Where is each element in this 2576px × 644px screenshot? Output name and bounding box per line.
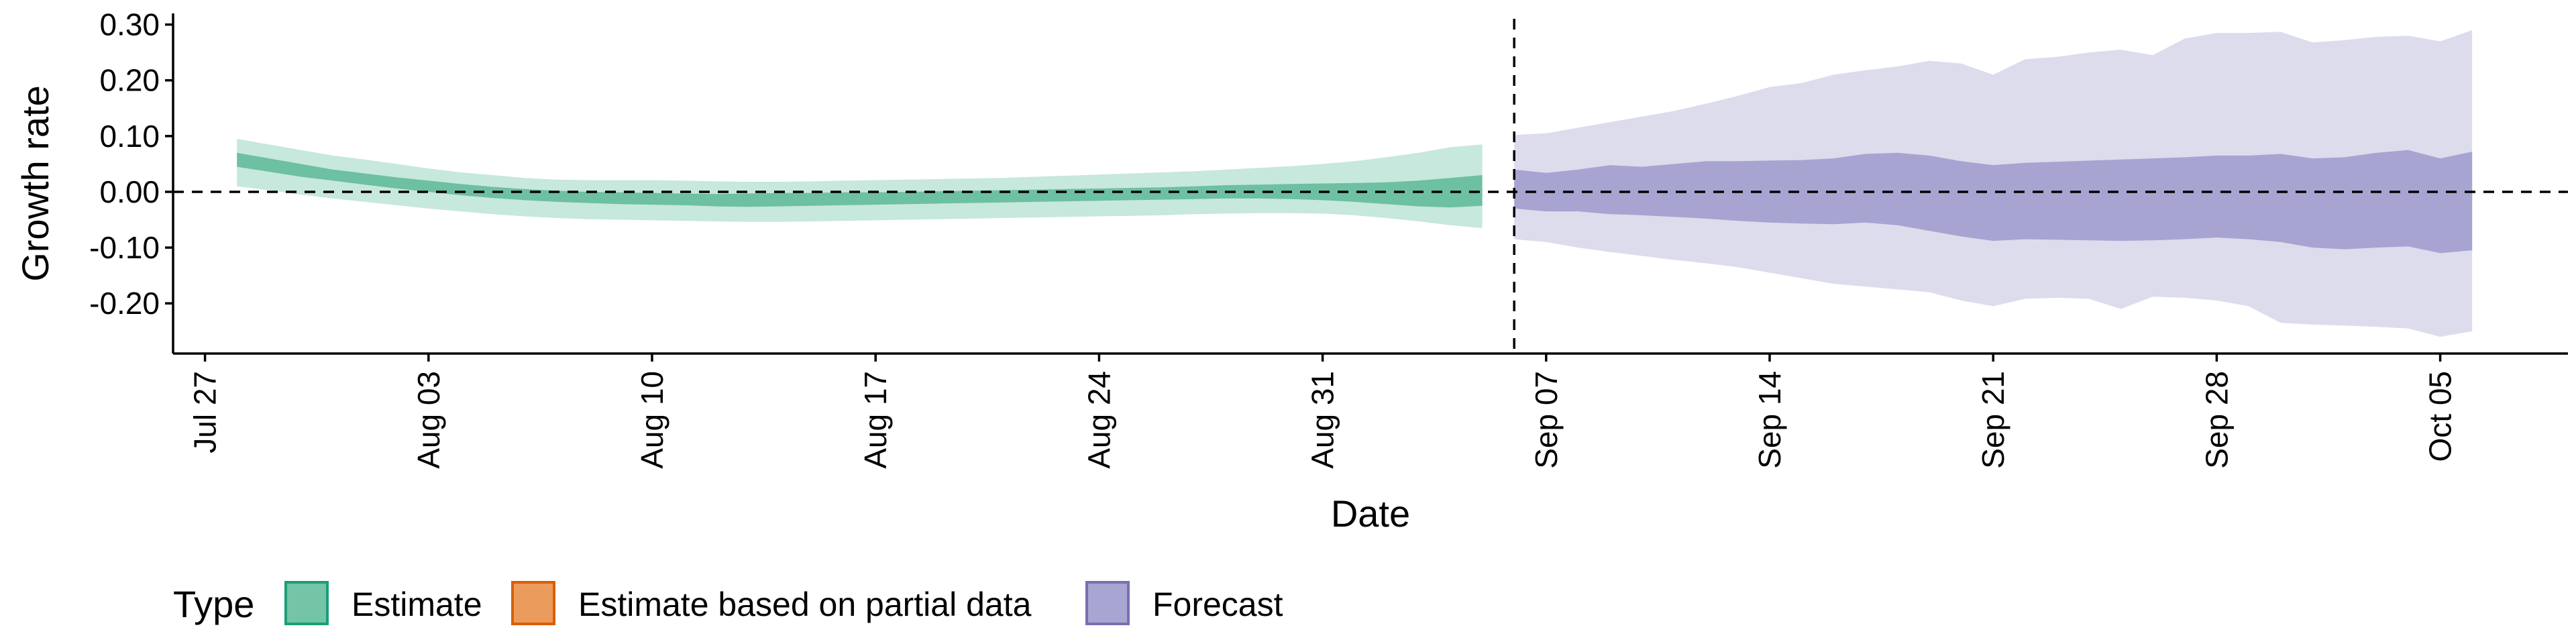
x-tick-label: Aug 10 bbox=[635, 371, 669, 469]
x-tick-label: Aug 31 bbox=[1305, 371, 1340, 469]
x-tick-label: Oct 05 bbox=[2423, 371, 2458, 462]
legend-label-estimate: Estimate bbox=[352, 586, 482, 623]
x-tick-label: Sep 28 bbox=[2199, 371, 2234, 469]
y-tick-label: 0.20 bbox=[99, 63, 160, 98]
x-tick-label: Jul 27 bbox=[188, 371, 223, 453]
axes: 0.30 0.20 0.10 0.00 -0.10 -0.20 Jul 27 Aug 03 Au… bbox=[14, 7, 2568, 535]
legend-key-estimate-based-on-partial-data bbox=[511, 581, 555, 625]
legend: Type Estimate Estimate based on partial da… bbox=[173, 581, 1283, 625]
estimate-outer-band bbox=[237, 139, 1483, 228]
legend-key-estimate bbox=[284, 581, 329, 625]
x-tick-label: Aug 17 bbox=[858, 371, 893, 469]
y-axis-title: Growth rate bbox=[14, 85, 56, 282]
forecast-inner-band bbox=[1514, 150, 2473, 254]
x-tick-label: Sep 14 bbox=[1752, 371, 1787, 469]
y-tick-label: 0.00 bbox=[99, 174, 160, 209]
y-tick-label: 0.10 bbox=[99, 119, 160, 154]
legend-label-forecast: Forecast bbox=[1152, 586, 1283, 623]
x-tick-label: Sep 07 bbox=[1529, 371, 1564, 469]
x-tick-label: Aug 03 bbox=[411, 371, 446, 469]
y-tick-label: -0.10 bbox=[89, 230, 160, 265]
legend-key-forecast bbox=[1085, 581, 1130, 625]
reference-lines bbox=[173, 19, 2568, 354]
legend-title: Type bbox=[173, 583, 254, 625]
x-tick-label: Sep 21 bbox=[1976, 371, 2010, 469]
y-tick-label: 0.30 bbox=[99, 7, 160, 42]
legend-label-estimate-based-on-partial-data: Estimate based on partial data bbox=[578, 586, 1032, 623]
x-axis-title: Date bbox=[1331, 492, 1410, 535]
estimate-inner-band bbox=[237, 152, 1483, 208]
y-tick-label: -0.20 bbox=[89, 286, 160, 321]
bands-layer bbox=[237, 30, 2473, 337]
x-tick-label: Aug 24 bbox=[1081, 371, 1116, 469]
